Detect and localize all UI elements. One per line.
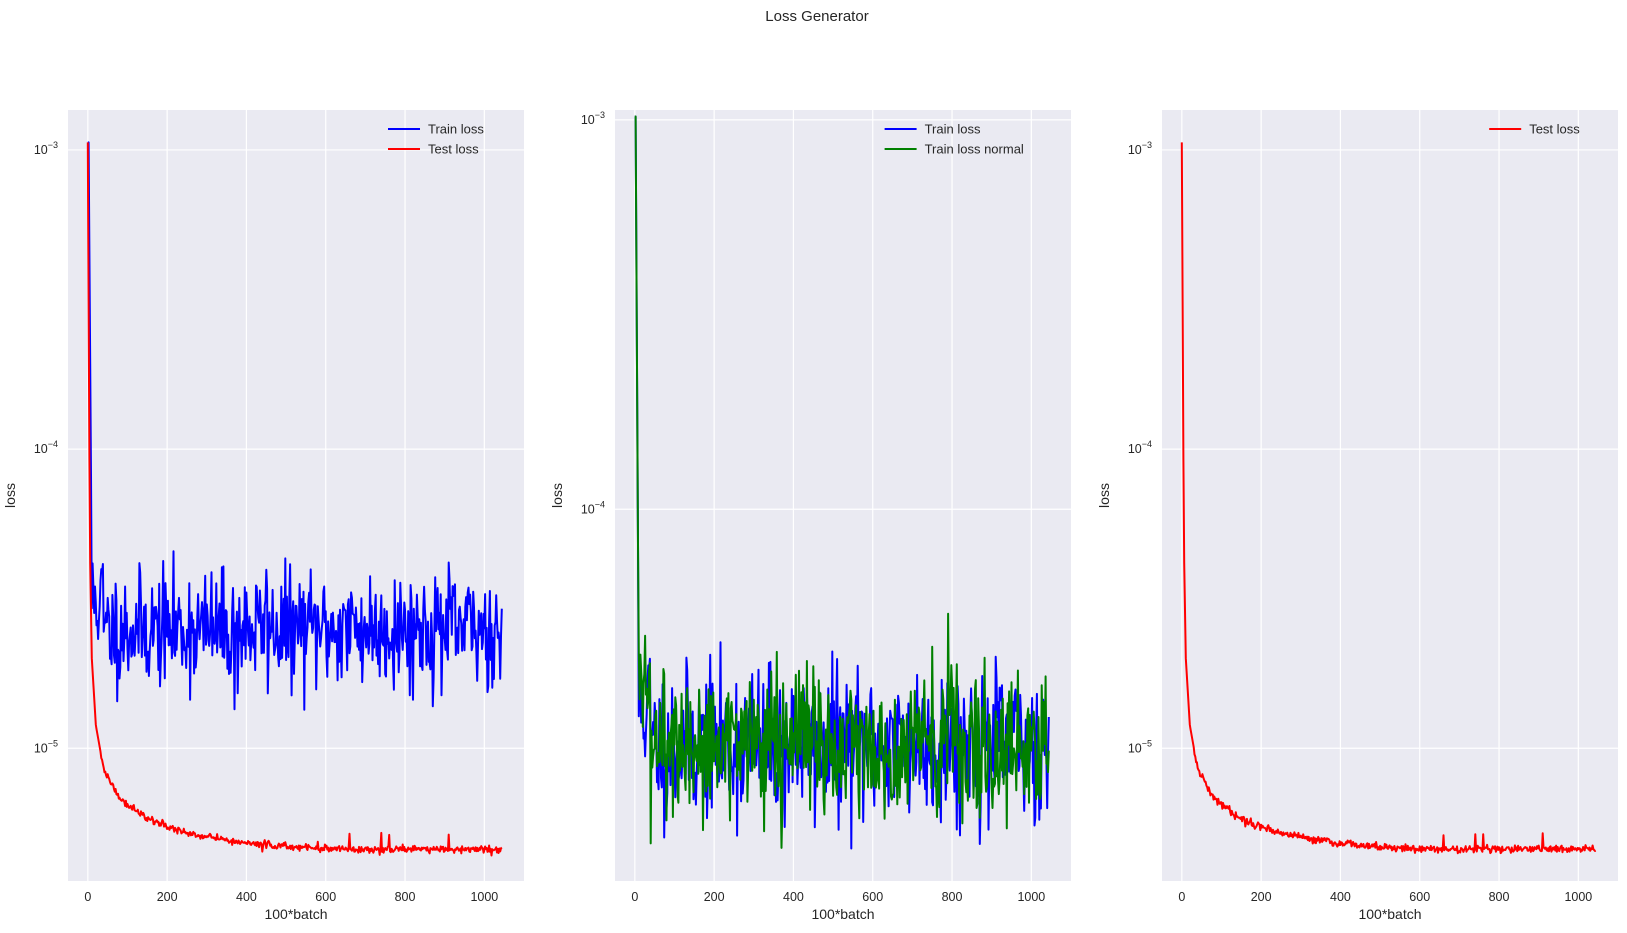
legend-label: Train loss bbox=[428, 122, 484, 137]
x-tick-label: 1000 bbox=[470, 890, 498, 904]
y-axis-label: loss bbox=[1096, 483, 1112, 508]
axes-background bbox=[1162, 110, 1618, 881]
x-tick-label: 200 bbox=[704, 890, 725, 904]
x-tick-label: 600 bbox=[1409, 890, 1430, 904]
series-line-train-loss-normal bbox=[634, 115, 1050, 849]
x-axis-label: 100*batch bbox=[1358, 906, 1421, 922]
x-tick-label: 200 bbox=[1251, 890, 1272, 904]
x-tick-label: 0 bbox=[84, 890, 91, 904]
legend: Train loss Train loss normal bbox=[884, 122, 1024, 157]
x-tick-label: 800 bbox=[1489, 890, 1510, 904]
subplot-1: 0 200 400 600 800 1000 10−5 10−4 10−3 100*batch lo… bbox=[2, 110, 524, 922]
y-tick-label: 10−3 bbox=[1128, 140, 1152, 157]
legend-label: Test loss bbox=[428, 142, 479, 157]
x-tick-label: 400 bbox=[1330, 890, 1351, 904]
x-tick-label: 600 bbox=[862, 890, 883, 904]
series-line-test-loss bbox=[86, 142, 503, 857]
x-tick-label: 800 bbox=[942, 890, 963, 904]
x-tick-label: 0 bbox=[631, 890, 638, 904]
series-line-test-loss bbox=[1180, 142, 1597, 855]
series-line-train-loss bbox=[87, 141, 503, 711]
y-tick-label: 10−4 bbox=[34, 439, 58, 456]
x-axis-label: 100*batch bbox=[811, 906, 874, 922]
y-axis-label: loss bbox=[2, 483, 18, 508]
series-lines bbox=[86, 141, 503, 857]
y-tick-label: 10−4 bbox=[1128, 439, 1152, 456]
y-tick-label: 10−3 bbox=[581, 110, 605, 127]
subplot-3: 0 200 400 600 800 1000 10−5 10−4 10−3 100*batch lo… bbox=[1096, 110, 1618, 922]
x-tick-label: 400 bbox=[783, 890, 804, 904]
subplot-panels: 0 200 400 600 800 1000 10−5 10−4 10−3 100*batch lo… bbox=[2, 110, 1618, 922]
subplot-2: 0 200 400 600 800 1000 10−4 10−3 100*batch loss Tr… bbox=[549, 110, 1071, 922]
x-tick-label: 1000 bbox=[1017, 890, 1045, 904]
x-axis-label: 100*batch bbox=[264, 906, 327, 922]
figure-suptitle: Loss Generator bbox=[765, 8, 868, 25]
x-tick-label: 800 bbox=[395, 890, 416, 904]
legend-label: Test loss bbox=[1529, 122, 1580, 137]
x-tick-label: 600 bbox=[315, 890, 336, 904]
x-tick-label: 200 bbox=[157, 890, 178, 904]
x-tick-label: 400 bbox=[236, 890, 257, 904]
y-axis-label: loss bbox=[549, 483, 565, 508]
legend: Test loss bbox=[1489, 122, 1580, 137]
grid-lines bbox=[68, 110, 524, 881]
x-tick-label: 1000 bbox=[1564, 890, 1592, 904]
legend-label: Train loss bbox=[925, 122, 981, 137]
y-tick-label: 10−5 bbox=[1128, 738, 1152, 755]
y-tick-label: 10−4 bbox=[581, 499, 605, 516]
y-tick-label: 10−3 bbox=[34, 140, 58, 157]
axes-background bbox=[68, 110, 524, 881]
series-lines bbox=[1180, 142, 1597, 855]
legend: Train loss Test loss bbox=[388, 122, 484, 157]
x-tick-label: 0 bbox=[1178, 890, 1185, 904]
legend-label: Train loss normal bbox=[925, 142, 1024, 157]
y-tick-label: 10−5 bbox=[34, 738, 58, 755]
series-lines bbox=[634, 115, 1050, 850]
